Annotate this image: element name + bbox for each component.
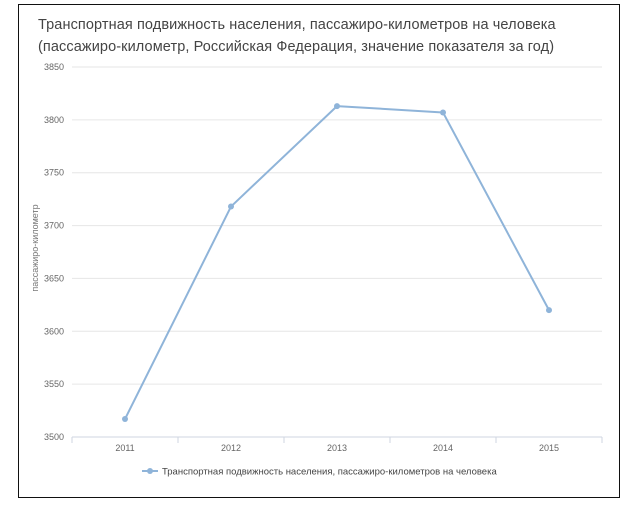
series-lines — [124, 105, 550, 420]
data-point[interactable] — [122, 416, 128, 423]
data-point[interactable] — [440, 109, 446, 116]
legend-label[interactable]: Транспортная подвижность населения, пасс… — [162, 467, 497, 478]
data-points — [122, 103, 552, 423]
data-point[interactable] — [228, 203, 234, 210]
x-tick-label: 2013 — [327, 443, 347, 453]
grid-lines — [72, 66, 602, 385]
y-tick-label: 3550 — [44, 379, 64, 389]
x-tick-label: 2012 — [221, 443, 241, 453]
y-tick-label: 3850 — [44, 62, 64, 72]
y-tick-label: 3700 — [44, 221, 64, 231]
y-tick-label: 3800 — [44, 115, 64, 125]
legend-marker — [147, 468, 153, 474]
data-point[interactable] — [334, 103, 340, 110]
x-axis-ticks: 2011 2012 2013 2014 2015 — [115, 443, 559, 453]
chart-subtitle: (пассажиро-километр, Российская Федераци… — [38, 39, 555, 55]
y-tick-label: 3600 — [44, 326, 64, 336]
axes — [71, 436, 603, 443]
chart-title: Транспортная подвижность населения, пасс… — [38, 17, 556, 33]
y-tick-label: 3650 — [44, 273, 64, 283]
data-point[interactable] — [546, 307, 552, 314]
legend: Транспортная подвижность населения, пасс… — [142, 467, 497, 478]
y-tick-label: 3500 — [44, 432, 64, 442]
y-axis-ticks: 3850 3800 3750 3700 3650 3600 3550 3500 — [44, 62, 64, 442]
y-tick-label: 3750 — [44, 168, 64, 178]
chart-frame — [18, 4, 620, 498]
series-line — [124, 105, 550, 420]
x-tick-label: 2015 — [539, 443, 559, 453]
x-tick-label: 2014 — [433, 443, 453, 453]
y-axis-label: пассажиро-километр — [30, 204, 40, 291]
x-tick-label: 2011 — [115, 443, 134, 453]
